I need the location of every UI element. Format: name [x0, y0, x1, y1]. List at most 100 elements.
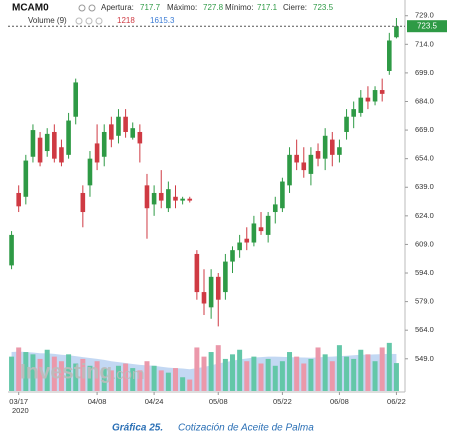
candle-body	[151, 192, 157, 205]
volume-bar	[237, 349, 243, 391]
volume-bar	[244, 361, 250, 391]
candle-body	[379, 90, 385, 94]
symbol: MCAM0	[12, 3, 49, 14]
candle-body	[73, 82, 79, 117]
candle-body	[230, 250, 235, 262]
last-price-label: 723.5	[417, 21, 438, 30]
volume-bar	[37, 358, 43, 391]
volume-bar	[58, 361, 64, 391]
y-tick-label: 579.0	[415, 297, 434, 306]
x-tick-label: 06/22	[387, 397, 406, 406]
volume-bar	[336, 345, 342, 391]
candle-body	[9, 234, 14, 266]
candle-body	[44, 133, 50, 152]
volume-bar	[365, 354, 371, 391]
value: 727.8	[203, 3, 224, 12]
volume-bar	[201, 356, 207, 391]
y-tick-label: 594.0	[415, 268, 434, 277]
candle-body	[137, 131, 143, 144]
candle-body	[351, 109, 356, 117]
x-tick-label: 05/08	[209, 397, 228, 406]
icon	[75, 17, 83, 25]
volume-bar	[108, 370, 114, 391]
candle-body	[223, 261, 228, 293]
candle-body	[59, 147, 64, 163]
volume-bar	[265, 358, 271, 391]
candle-body	[66, 120, 71, 155]
volume-bar	[94, 361, 100, 391]
y-tick-label: 729.0	[415, 11, 434, 20]
volume-bar	[187, 379, 193, 391]
candle-body	[87, 158, 93, 186]
candle-body	[287, 154, 292, 186]
label: Volume (9)	[28, 16, 67, 25]
volume-bar	[308, 358, 314, 391]
volume-bar	[258, 363, 264, 391]
candle-body	[80, 192, 86, 213]
volume-bar	[44, 349, 50, 391]
volume-bar	[87, 365, 93, 391]
candle-body	[322, 135, 328, 159]
volume-bar	[287, 352, 293, 391]
y-tick-label: 639.0	[415, 182, 434, 191]
candle-body	[308, 154, 314, 174]
candle-body	[251, 223, 257, 243]
candle-body	[180, 198, 185, 201]
volume-bar	[158, 370, 164, 391]
candle-body	[201, 292, 207, 304]
candle-body	[101, 131, 107, 157]
volume-bar	[222, 358, 228, 391]
candle-body	[358, 97, 364, 113]
volume-bar	[16, 347, 22, 391]
volume-bar	[279, 361, 285, 391]
y-tick-label: 564.0	[415, 325, 434, 334]
value: 717.7	[140, 3, 161, 12]
volume-bar	[386, 342, 392, 391]
volume-bar	[151, 365, 157, 391]
value: 1218	[117, 16, 135, 25]
volume-bar	[180, 377, 186, 391]
candle-body	[208, 276, 214, 308]
y-tick-label: 549.0	[415, 354, 434, 363]
volume-bar	[73, 363, 79, 391]
watermark: .com	[112, 366, 145, 383]
y-tick-label: 699.0	[415, 68, 434, 77]
candle-body	[272, 204, 278, 213]
y-tick-label: 624.0	[415, 211, 434, 220]
volume-bar	[123, 363, 129, 391]
x-tick-label: 04/24	[145, 397, 164, 406]
volume-bar	[9, 356, 15, 391]
candle-body	[187, 198, 193, 201]
volume-bar	[344, 356, 350, 391]
x-tick-label: 06/08	[330, 397, 349, 406]
candle-body	[158, 192, 164, 201]
candle-body	[166, 189, 171, 209]
candle-body	[280, 181, 285, 209]
volume-bar	[144, 361, 150, 391]
value: 717.1	[257, 3, 278, 12]
volume-bar	[165, 372, 171, 391]
watermark: Investing	[20, 361, 112, 384]
volume-bar	[137, 370, 143, 391]
candle-body	[16, 192, 21, 207]
volume-bar	[172, 368, 178, 391]
y-tick-label: 609.0	[415, 239, 434, 248]
volume-bar	[101, 368, 107, 391]
icon	[95, 17, 103, 25]
candle-body	[173, 196, 178, 201]
volume-bar	[130, 368, 136, 391]
candle-body	[23, 160, 29, 197]
x-tick-label: 05/22	[273, 397, 292, 406]
volume-bar	[80, 358, 86, 391]
x-tick-label: 04/08	[88, 397, 107, 406]
candle-body	[315, 151, 321, 159]
volume-bar	[301, 363, 307, 391]
volume-bar	[230, 354, 236, 391]
candle-body	[37, 137, 43, 163]
label: Mínimo:	[225, 3, 253, 12]
x-tick-label: 2020	[12, 406, 29, 415]
volume-bar	[66, 354, 72, 391]
candle-body	[130, 128, 136, 138]
candle-body	[52, 131, 57, 159]
